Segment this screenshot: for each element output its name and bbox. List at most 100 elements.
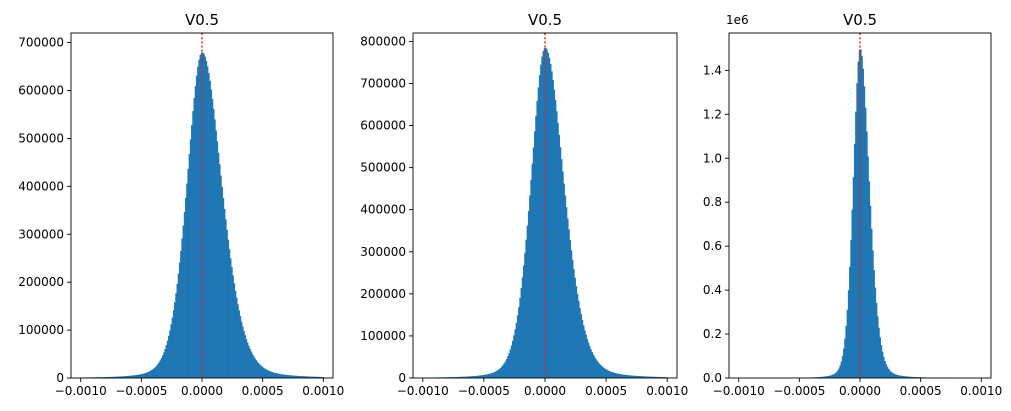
histogram-bar: [148, 371, 151, 378]
histogram-bar: [868, 181, 871, 378]
histogram-bar: [307, 376, 310, 378]
histogram-bar: [896, 374, 898, 378]
histogram-bar: [136, 374, 139, 378]
histogram-bar: [306, 376, 308, 378]
histogram-bar: [295, 375, 297, 378]
histogram-bar: [165, 345, 168, 378]
histogram-bar: [901, 375, 903, 378]
histogram-bar: [104, 377, 107, 378]
histogram-bar: [129, 375, 131, 378]
histogram-bar: [120, 376, 123, 378]
histogram-bar: [824, 376, 827, 378]
histogram-bar: [252, 356, 255, 378]
histogram-bar: [492, 372, 495, 378]
histogram-bar: [656, 376, 658, 378]
histogram-bar: [576, 293, 579, 378]
y-tick-label: 400000: [18, 179, 64, 193]
histogram-bar: [629, 375, 631, 378]
histogram-bar: [146, 372, 148, 378]
histogram-bar: [563, 183, 565, 378]
histogram-bar: [153, 368, 156, 378]
histogram-bar: [557, 122, 559, 378]
histogram-bar: [199, 54, 202, 379]
histogram-bar: [460, 376, 463, 378]
histogram-bar: [897, 375, 900, 378]
histogram-bar: [849, 266, 851, 378]
histogram-bar: [504, 361, 507, 378]
histogram-bar: [483, 374, 486, 378]
histogram-bar: [234, 290, 237, 378]
histogram-bar: [300, 376, 302, 378]
histogram-bar: [640, 376, 642, 378]
histogram-bar: [635, 375, 638, 378]
histogram-bar: [217, 152, 220, 378]
histogram-bar: [613, 372, 616, 378]
histogram-bar: [862, 68, 864, 378]
histogram-bar: [838, 368, 840, 378]
histogram-bar: [194, 86, 197, 378]
y-tick-label: 100000: [18, 323, 64, 337]
histogram-bar: [114, 376, 117, 378]
histogram-bar: [887, 368, 890, 378]
histogram-bar: [155, 365, 158, 378]
histogram-bar: [615, 373, 618, 378]
histogram-bar: [214, 119, 216, 378]
histogram-bar: [472, 376, 475, 378]
histogram-bar: [222, 197, 225, 378]
histogram-bar: [209, 80, 211, 379]
histogram-bar: [817, 377, 820, 378]
histogram-bar: [603, 368, 606, 378]
histogram-bar: [113, 376, 116, 378]
histogram-bar: [662, 377, 664, 378]
histogram-bar: [147, 371, 149, 378]
y-tick-label: 0.8: [703, 195, 722, 209]
histogram-bar: [249, 348, 251, 378]
histogram-bar: [202, 52, 204, 378]
histogram-bar: [257, 363, 260, 378]
histogram-bar: [151, 370, 153, 378]
x-tick-label: −0.0010: [713, 384, 765, 398]
histogram-bar: [259, 364, 261, 378]
histogram-bar: [117, 376, 119, 378]
histogram-bar: [593, 356, 596, 378]
histogram-bar: [818, 377, 821, 378]
histogram-bar: [525, 239, 528, 378]
histogram-bar: [152, 369, 154, 378]
x-tick-label: 0.0005: [585, 384, 627, 398]
histogram-bar: [458, 376, 460, 378]
histogram-bar: [210, 89, 213, 379]
histogram-bar: [477, 375, 480, 378]
histogram-bar: [568, 229, 570, 378]
histogram-bar: [291, 375, 294, 378]
histogram-bar: [658, 376, 661, 378]
histogram-bar: [189, 139, 192, 378]
histogram-bar: [118, 376, 120, 378]
histogram-bar: [142, 373, 145, 378]
x-tick-label: −0.0005: [458, 384, 510, 398]
histogram-bar: [908, 376, 911, 378]
histogram-bar: [303, 376, 306, 378]
histogram-bar: [251, 353, 254, 378]
histogram-bar: [876, 316, 879, 378]
histogram-bar: [529, 195, 531, 378]
histogram-bar: [308, 376, 311, 378]
histogram-bar: [108, 376, 111, 378]
histogram-bar: [212, 108, 215, 378]
histogram-bar: [455, 377, 458, 378]
histogram-bar: [279, 374, 282, 378]
histogram-bar: [548, 57, 551, 379]
histogram-bar: [885, 364, 888, 378]
histogram-bar: [205, 60, 208, 378]
histogram-bar: [861, 55, 863, 379]
histogram-bar: [263, 368, 266, 378]
histogram-bar: [843, 348, 845, 378]
histogram-bar: [227, 239, 230, 378]
histogram-bar: [565, 207, 568, 378]
histogram-bar: [543, 48, 546, 379]
histogram-bar: [657, 376, 660, 378]
histogram-bar: [575, 286, 578, 378]
histogram-bar: [275, 373, 278, 378]
histogram-bar: [103, 377, 106, 378]
histogram-bar: [512, 340, 514, 378]
